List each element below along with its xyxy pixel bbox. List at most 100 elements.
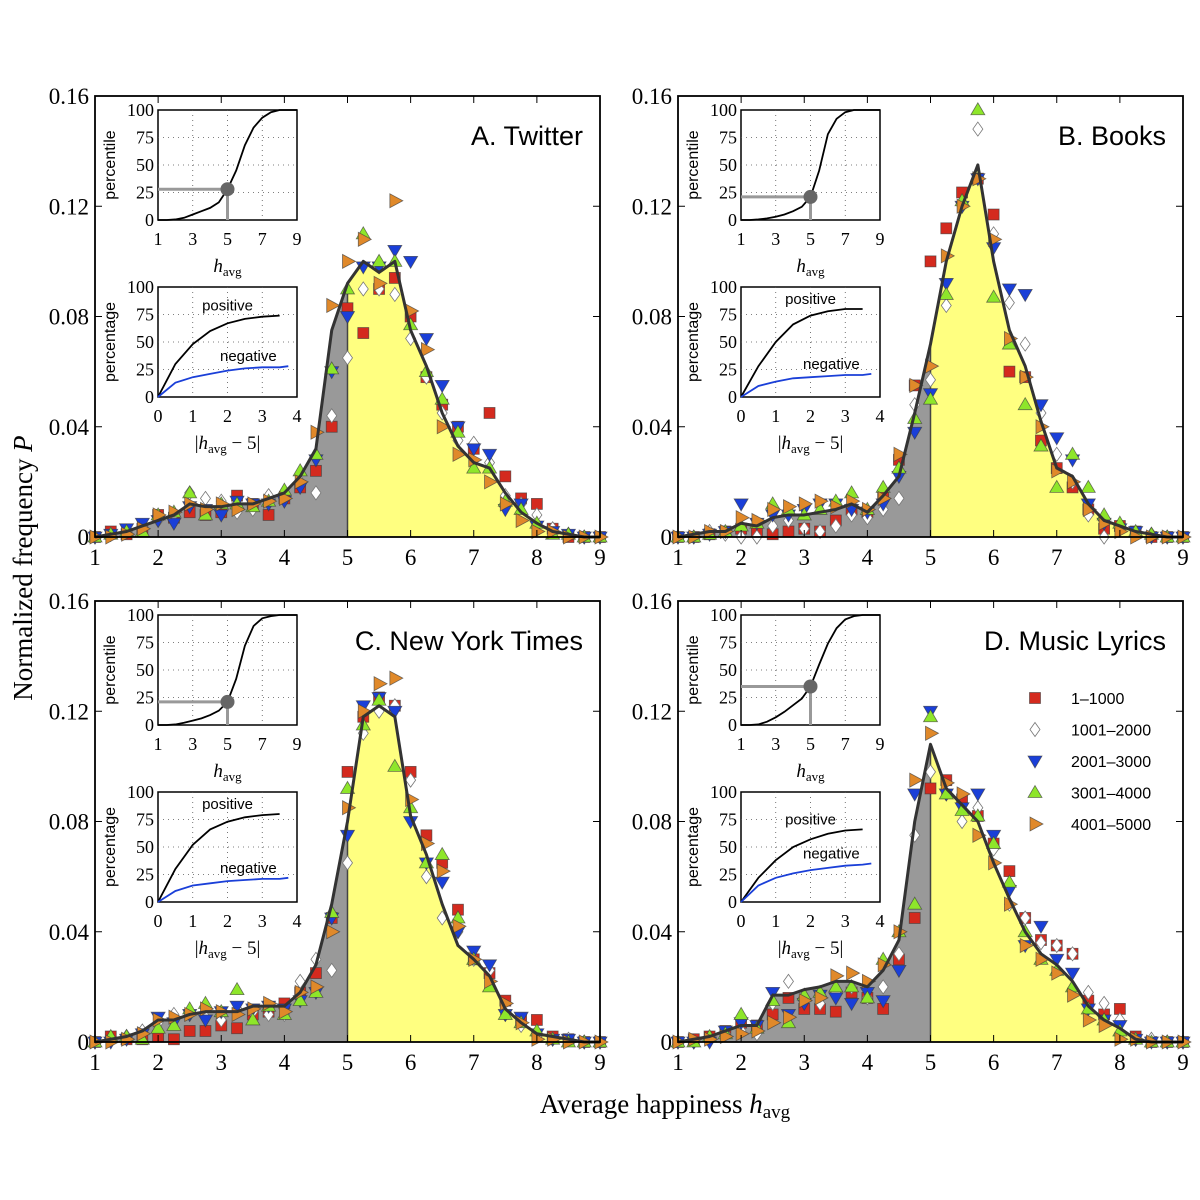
data-point [940,297,952,314]
data-point [371,253,387,267]
data-point [1049,953,1065,968]
x-tick-label: 7 [468,545,480,570]
inset-x-tick-label: 1 [154,734,163,754]
positive-label: positive [202,796,253,813]
data-point [326,924,341,940]
x-tick-label: 5 [925,1050,937,1075]
data-point [373,275,388,292]
inset-x-tick-label: 1 [188,911,197,931]
inset-x-tick-label: 4 [876,911,885,931]
data-point [1049,432,1065,446]
negative-area [95,283,348,537]
x-tick-label: 1 [672,1050,684,1075]
negative-area [678,344,931,537]
negative-curve [740,862,872,903]
data-point [893,490,905,507]
label-part: h [213,256,223,277]
data-point [783,499,798,515]
legend-item: 3001–4000 [1027,784,1151,803]
label-part: − 5| [810,938,844,959]
x-tick-label: 3 [216,545,228,570]
inset-x-tick-label: 3 [258,406,267,426]
data-point [751,1023,766,1039]
inset-x-tick-label: 5 [223,229,232,249]
data-point [183,1025,196,1037]
data-point [481,448,498,463]
inset-y-label: percentile [102,635,119,704]
inset-x-tick-label: 0 [737,406,746,426]
data-point [168,1033,180,1046]
inset-x-tick-label: 0 [737,911,746,931]
data-point [466,460,482,474]
positive-curve [740,828,863,903]
legend-label: 2001–3000 [1071,754,1151,771]
inset-y-tick-label: 50 [719,332,737,352]
label-part: avg [791,946,810,961]
inset-y-tick-label: 100 [127,277,154,297]
inset-x-tick-label: 7 [258,734,267,754]
data-point [829,1005,842,1018]
negative-label: negative [220,860,277,877]
inset-x-tick-label: 7 [841,734,850,754]
data-point [434,876,450,890]
data-point [231,501,246,518]
x-tick-label: 6 [988,545,1000,570]
inset-y-tick-label: 0 [145,387,154,407]
data-point [1082,1012,1098,1028]
inset-y-tick-label: 50 [719,155,737,175]
data-point [828,992,844,1006]
data-point [388,272,401,284]
data-point [767,518,779,534]
percentile-marker [803,189,818,204]
data-point [1051,965,1066,981]
data-point [197,1014,214,1028]
data-point [326,297,341,314]
inset-y-tick-label: 100 [710,277,737,297]
inset-y-tick-label: 100 [127,605,154,625]
y-tick-label: 0.12 [49,194,89,219]
inset-x-tick-label: 1 [188,406,197,426]
negative-area [678,744,931,1042]
inset-x-tick-label: 1 [771,911,780,931]
data-point [843,979,860,993]
inset-y-tick-label: 50 [719,660,737,680]
data-point [373,676,388,692]
legend-label: 1001–2000 [1071,723,1151,740]
x-tick-label: 1 [672,545,684,570]
data-point [985,289,1002,303]
percentile-marker [220,182,235,197]
x-tick-label: 8 [1114,545,1126,570]
inset-y-tick-label: 0 [728,715,737,735]
label-part: | [778,938,782,959]
x-tick-label: 4 [862,1050,874,1075]
percentile-marker [220,694,235,709]
inset-x-tick-label: 0 [154,911,163,931]
data-point [342,253,357,270]
data-point [420,868,432,885]
mean-line [94,704,600,1044]
data-point [814,493,829,509]
negative-label: negative [803,356,860,373]
data-point [357,231,373,247]
data-point [421,341,436,358]
x-tick-label: 7 [1051,545,1063,570]
data-point [231,1022,243,1035]
negative-curve [157,365,289,398]
data-point [922,708,939,723]
inset-x-tick-label: 5 [223,734,232,754]
inset-y-label: percentile [102,130,119,199]
data-point [875,995,891,1009]
data-point [908,912,921,924]
panel-title: D. Music Lyrics [984,626,1166,656]
inset-x-tick-label: 3 [841,911,850,931]
data-point [450,424,466,438]
x-tick-label: 9 [1177,1050,1189,1075]
y-tick-label: 0.08 [49,305,89,330]
data-point [877,979,889,995]
data-point [924,782,937,795]
inset-x-tick-label: 9 [876,229,885,249]
data-point [925,764,936,780]
inset-x-tick-label: 3 [188,229,197,249]
data-point [1067,987,1082,1003]
